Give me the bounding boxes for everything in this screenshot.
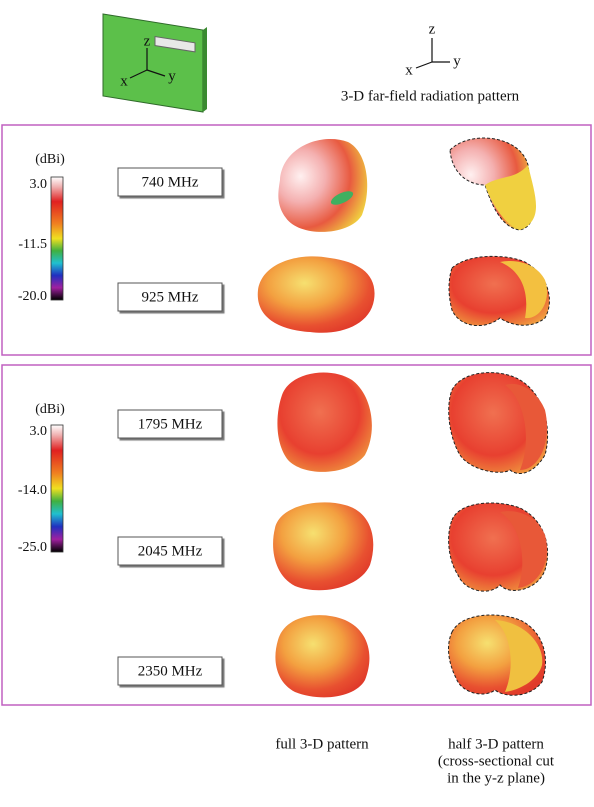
colorbar-tick: -20.0	[18, 289, 47, 304]
pattern-full	[277, 373, 371, 472]
axis-label: y	[168, 68, 176, 84]
column-label: in the y-z plane)	[447, 770, 545, 786]
pattern-half	[449, 615, 546, 695]
pattern-full	[273, 502, 373, 590]
colorbar-tick: 3.0	[30, 177, 48, 192]
axis-label: x	[405, 62, 413, 78]
pattern-full	[258, 256, 375, 332]
pattern-full	[278, 139, 367, 232]
pattern-half	[449, 256, 549, 325]
pattern-half	[450, 138, 536, 230]
column-label: (cross-sectional cut	[438, 753, 555, 769]
axis-label: z	[429, 21, 436, 37]
figure-title: 3-D far-field radiation pattern	[341, 88, 520, 104]
pattern-half	[449, 373, 548, 474]
colorbar-tick: -11.5	[18, 237, 47, 252]
frequency-label: 2045 MHz	[138, 543, 203, 559]
frequency-label: 1795 MHz	[138, 416, 203, 432]
axis-label: z	[144, 33, 151, 49]
axes-illustration	[416, 38, 450, 68]
colorbar	[51, 177, 63, 300]
colorbar	[51, 425, 63, 552]
colorbar-unit: (dBi)	[35, 402, 65, 417]
pattern-half	[449, 503, 548, 591]
pattern-full	[275, 615, 369, 697]
colorbar-tick: -14.0	[18, 483, 47, 498]
figure: z x y z x y 3-D far-field radiation patt…	[0, 0, 594, 807]
colorbar-unit: (dBi)	[35, 152, 65, 167]
board-illustration	[103, 14, 207, 112]
axis-label: x	[120, 73, 128, 89]
axis-label: y	[453, 53, 461, 69]
frequency-label: 925 MHz	[141, 289, 198, 305]
colorbar-tick: 3.0	[30, 424, 48, 439]
frequency-label: 740 MHz	[141, 174, 198, 190]
column-label: full 3-D pattern	[275, 736, 369, 752]
frequency-label: 2350 MHz	[138, 663, 203, 679]
column-label: half 3-D pattern	[448, 736, 544, 752]
colorbar-tick: -25.0	[18, 540, 47, 555]
